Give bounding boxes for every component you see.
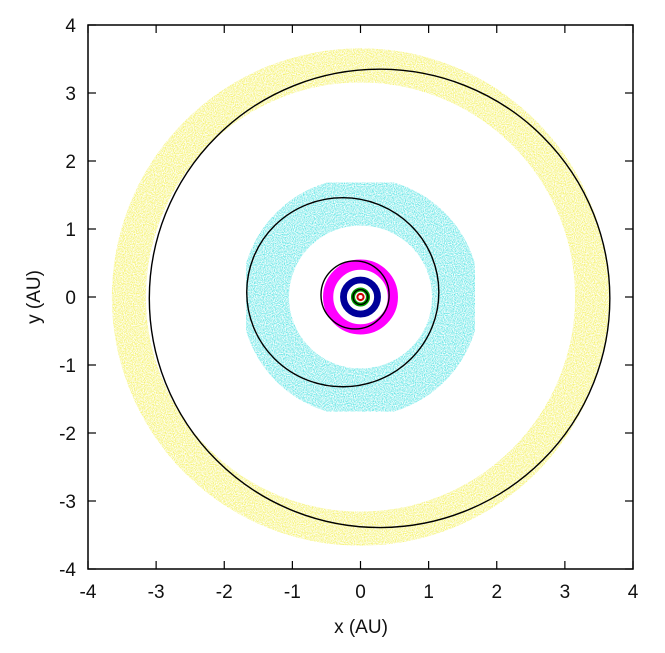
y-tick-label: 3 — [65, 84, 76, 105]
outer-orbit — [148, 68, 611, 529]
x-tick-labels: -4 -3 -2 -1 0 1 2 3 4 — [80, 582, 639, 603]
x-tick-label: 3 — [560, 582, 571, 603]
x-tick-label: 1 — [423, 582, 434, 603]
y-tick-label: 2 — [65, 152, 76, 173]
y-axis-label: y (AU) — [24, 270, 45, 324]
y-tick-label: 4 — [65, 16, 76, 37]
x-tick-label: 2 — [491, 582, 502, 603]
y-tick-label: 0 — [65, 288, 76, 309]
x-tick-label: -4 — [80, 582, 97, 603]
x-tick-label: 0 — [355, 582, 366, 603]
x-axis-label: x (AU) — [334, 617, 388, 638]
plot-area — [111, 48, 611, 546]
blue-ring — [340, 276, 381, 318]
y-tick-label: -2 — [59, 424, 76, 445]
cyan-ring — [241, 177, 480, 417]
x-tick-label: -2 — [216, 582, 233, 603]
y-tick-label: -1 — [59, 356, 76, 377]
axis-ticks — [87, 24, 634, 570]
innermost-orbit — [352, 288, 369, 306]
x-tick-label: -1 — [284, 582, 301, 603]
red-ring — [356, 292, 365, 302]
yellow-ring — [111, 48, 610, 546]
y-tick-label: 1 — [65, 220, 76, 241]
x-tick-label: -3 — [148, 582, 165, 603]
y-tick-label: -4 — [59, 560, 76, 581]
x-tick-label: 4 — [628, 582, 639, 603]
y-tick-labels: -4 -3 -2 -1 0 1 2 3 4 — [59, 16, 76, 581]
magenta-ring — [323, 259, 398, 335]
plot-frame — [87, 24, 634, 570]
middle-orbit — [246, 197, 440, 388]
inner-orbit — [320, 260, 390, 330]
y-tick-label: -3 — [59, 492, 76, 513]
